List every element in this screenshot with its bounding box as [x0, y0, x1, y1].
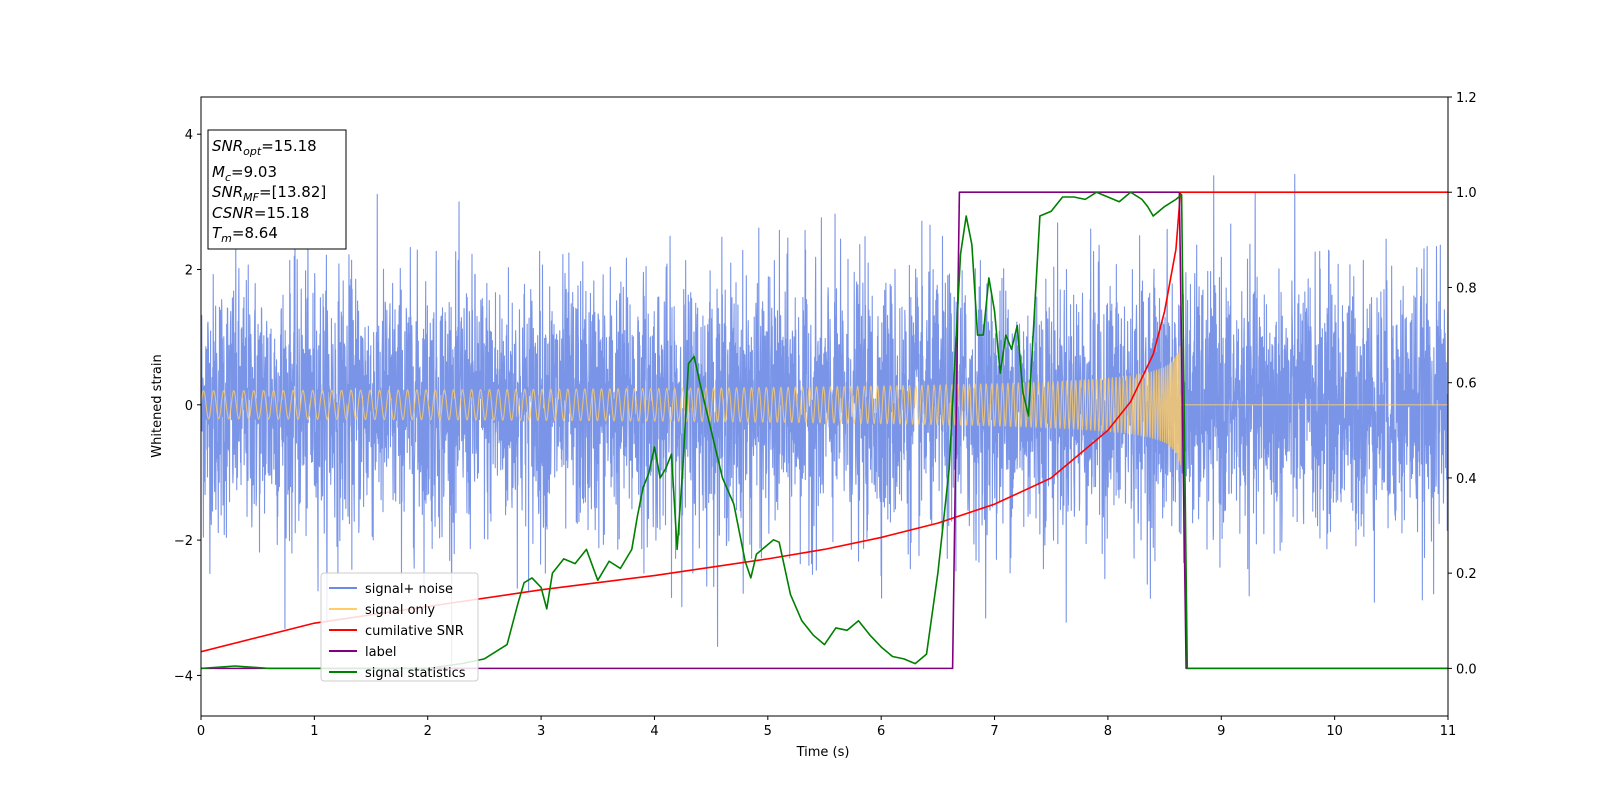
series-signal-statistics	[201, 191, 1448, 670]
x-tick-label: 11	[1440, 724, 1457, 739]
info-snr-opt: SNRopt=15.18	[212, 137, 317, 158]
series-signal-noise	[201, 173, 1448, 664]
y-tick-label: 0	[185, 399, 193, 414]
series-cumilative-snr	[201, 191, 1448, 653]
series-signal-only	[201, 345, 1448, 466]
y-axis-label: Whitened strain	[150, 354, 165, 457]
plot-frame	[200, 96, 1449, 717]
info-mc: Mc=9.03	[212, 163, 277, 184]
x-tick-label: 5	[764, 724, 772, 739]
x-axis: 0 1 2 3 4 5 6 7 8 9 10 11	[197, 716, 1456, 739]
legend-label: label	[365, 645, 396, 660]
y2-tick-label: 0.6	[1456, 377, 1477, 392]
info-box: SNRopt=15.18 Mc=9.03 SNRMF=[13.82] CSNR=…	[207, 129, 347, 250]
info-tm: Tm=8.64	[212, 224, 278, 245]
info-snr-mf: SNRMF=[13.82]	[212, 183, 326, 204]
legend-label: signal only	[365, 603, 435, 618]
y2-tick-label: 1.2	[1456, 91, 1477, 106]
x-tick-label: 3	[537, 724, 545, 739]
y2-tick-label: 0.4	[1456, 472, 1477, 487]
series-layer	[201, 173, 1448, 670]
x-tick-label: 10	[1326, 724, 1343, 739]
legend: signal+ noise signal only cumilative SNR la…	[320, 572, 479, 682]
x-tick-label: 2	[424, 724, 432, 739]
x-tick-label: 0	[197, 724, 205, 739]
legend-label: signal+ noise	[365, 582, 453, 597]
x-tick-label: 8	[1104, 724, 1112, 739]
y-tick-label: 2	[185, 264, 193, 279]
y-axis-left: −4 −2 0 2 4	[174, 128, 201, 684]
x-axis-label: Time (s)	[796, 745, 850, 760]
y2-tick-label: 0.2	[1456, 567, 1477, 582]
y2-tick-label: 0.0	[1456, 662, 1477, 677]
y-tick-label: 4	[185, 128, 193, 143]
y2-tick-label: 0.8	[1456, 281, 1477, 296]
legend-frame	[320, 572, 479, 682]
y-tick-label: −4	[174, 669, 193, 684]
x-tick-label: 1	[310, 724, 318, 739]
legend-label: cumilative SNR	[365, 624, 464, 639]
x-tick-label: 9	[1217, 724, 1225, 739]
legend-label: signal statistics	[365, 666, 466, 681]
info-box-frame	[207, 129, 347, 250]
x-tick-label: 6	[877, 724, 885, 739]
y-tick-label: −2	[174, 534, 193, 549]
x-tick-label: 4	[650, 724, 658, 739]
legend-entries: signal+ noise signal only cumilative SNR la…	[329, 582, 466, 681]
y2-tick-label: 1.0	[1456, 186, 1477, 201]
x-tick-label: 7	[990, 724, 998, 739]
y-axis-right: 0.0 0.2 0.4 0.6 0.8 1.0 1.2	[1448, 91, 1477, 677]
info-csnr: CSNR=15.18	[212, 204, 309, 222]
